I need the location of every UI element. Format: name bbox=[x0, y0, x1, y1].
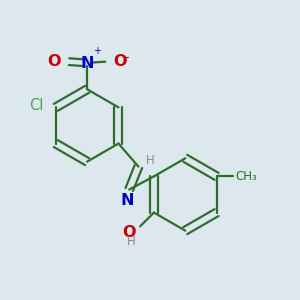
Text: O: O bbox=[48, 54, 61, 69]
Text: N: N bbox=[121, 193, 134, 208]
Text: H: H bbox=[127, 235, 136, 248]
Text: H: H bbox=[146, 154, 155, 167]
Text: +: + bbox=[93, 46, 101, 56]
Text: O: O bbox=[122, 225, 136, 240]
Text: -: - bbox=[124, 51, 128, 64]
Text: CH₃: CH₃ bbox=[235, 170, 257, 183]
Text: Cl: Cl bbox=[29, 98, 44, 113]
Text: N: N bbox=[80, 56, 94, 71]
Text: O: O bbox=[113, 54, 127, 69]
